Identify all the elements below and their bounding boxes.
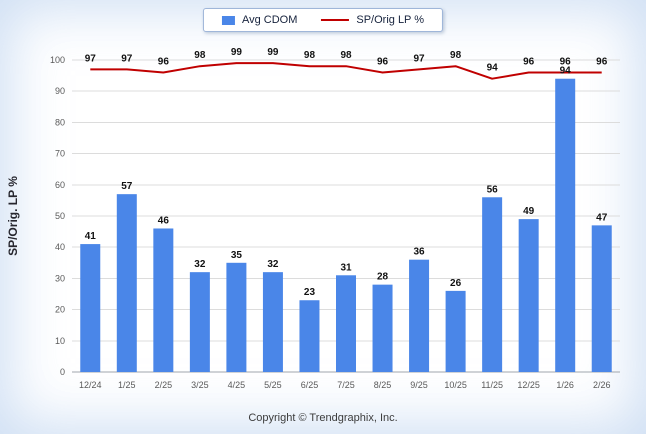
line-value-label: 98 xyxy=(194,50,206,61)
bar xyxy=(299,300,320,372)
line-value-label: 96 xyxy=(377,56,389,67)
legend-item-avg-cdom: Avg CDOM xyxy=(221,14,298,26)
x-tick-label: 12/24 xyxy=(79,380,102,390)
y-tick-label: 50 xyxy=(55,211,65,221)
x-tick-label: 8/25 xyxy=(374,380,392,390)
line-value-label: 99 xyxy=(231,47,243,58)
bar xyxy=(336,275,356,372)
y-tick-label: 90 xyxy=(55,86,65,96)
x-tick-label: 5/25 xyxy=(264,380,282,390)
line-value-label: 98 xyxy=(304,50,316,61)
bar xyxy=(153,228,174,372)
bar-value-label: 57 xyxy=(121,181,133,192)
bar xyxy=(445,290,466,372)
line-value-label: 99 xyxy=(267,47,279,58)
y-tick-label: 40 xyxy=(55,242,65,252)
x-tick-label: 12/25 xyxy=(517,380,540,390)
bar xyxy=(409,259,430,372)
bar xyxy=(482,197,503,372)
copyright: Copyright © Trendgraphix, Inc. xyxy=(248,412,398,424)
y-tick-label: 10 xyxy=(55,336,65,346)
legend-label-avg-cdom: Avg CDOM xyxy=(241,14,298,26)
bar-swatch-icon xyxy=(221,15,235,25)
bar-value-label: 32 xyxy=(267,259,279,270)
bar-value-label: 49 xyxy=(523,206,535,217)
x-tick-label: 10/25 xyxy=(444,380,467,390)
y-axis-title: SP/Orig. LP % xyxy=(6,176,20,256)
y-tick-label: 20 xyxy=(55,305,65,315)
bar xyxy=(226,262,247,372)
x-tick-label: 1/26 xyxy=(556,380,574,390)
x-tick-label: 2/26 xyxy=(593,380,611,390)
bar xyxy=(189,272,210,372)
line-swatch-icon xyxy=(321,19,350,21)
bar-value-label: 41 xyxy=(85,231,97,242)
bar xyxy=(116,194,137,372)
line-value-label: 97 xyxy=(414,53,426,64)
bar-value-label: 47 xyxy=(596,212,608,223)
line-value-label: 96 xyxy=(158,56,170,67)
bar-value-label: 46 xyxy=(158,215,170,226)
line-value-label: 97 xyxy=(85,53,97,64)
bar-value-label: 36 xyxy=(414,247,426,258)
legend-label-sp-orig-lp: SP/Orig LP % xyxy=(356,14,425,26)
bar-value-label: 32 xyxy=(194,259,206,270)
line-value-label: 98 xyxy=(340,50,352,61)
y-tick-label: 0 xyxy=(60,367,65,377)
bar xyxy=(262,272,283,372)
y-tick-label: 70 xyxy=(55,149,65,159)
x-tick-label: 4/25 xyxy=(228,380,246,390)
bar-value-label: 35 xyxy=(231,250,243,261)
line-value-label: 98 xyxy=(450,50,462,61)
line-value-label: 94 xyxy=(487,63,499,74)
bar-value-label: 28 xyxy=(377,272,389,283)
x-tick-label: 11/25 xyxy=(481,380,503,390)
line-value-label: 97 xyxy=(121,53,133,64)
x-tick-label: 9/25 xyxy=(410,380,428,390)
bar xyxy=(372,284,393,372)
legend: Avg CDOM SP/Orig LP % xyxy=(202,8,444,32)
x-tick-label: 3/25 xyxy=(191,380,209,390)
bar-value-label: 31 xyxy=(340,262,352,273)
bar xyxy=(518,219,539,372)
sp-orig-lp-line xyxy=(90,62,602,80)
bar-value-label: 56 xyxy=(487,184,499,195)
y-tick-label: 30 xyxy=(55,273,65,283)
plot-area: 0 10 20 30 40 50 60 70 80 90 100 12/24 1/25 2/25 3/25 4… xyxy=(50,47,620,390)
x-tick-label: 7/25 xyxy=(337,380,355,390)
x-tick-label: 2/25 xyxy=(155,380,173,390)
x-tick-label: 6/25 xyxy=(301,380,319,390)
bar-value-label: 94 xyxy=(560,66,572,77)
line-value-label: 96 xyxy=(596,56,608,67)
legend-item-sp-orig-lp: SP/Orig LP % xyxy=(321,14,424,26)
y-tick-label: 80 xyxy=(55,117,65,127)
bar xyxy=(555,78,576,372)
y-tick-label: 100 xyxy=(50,55,65,65)
bar-value-label: 23 xyxy=(304,287,316,298)
line-value-label: 96 xyxy=(523,56,535,67)
bar xyxy=(591,225,612,372)
y-tick-label: 60 xyxy=(55,180,65,190)
bar xyxy=(80,244,101,372)
bar-value-label: 26 xyxy=(450,278,462,289)
x-tick-label: 1/25 xyxy=(118,380,136,390)
line-value-label: 96 xyxy=(560,56,572,67)
